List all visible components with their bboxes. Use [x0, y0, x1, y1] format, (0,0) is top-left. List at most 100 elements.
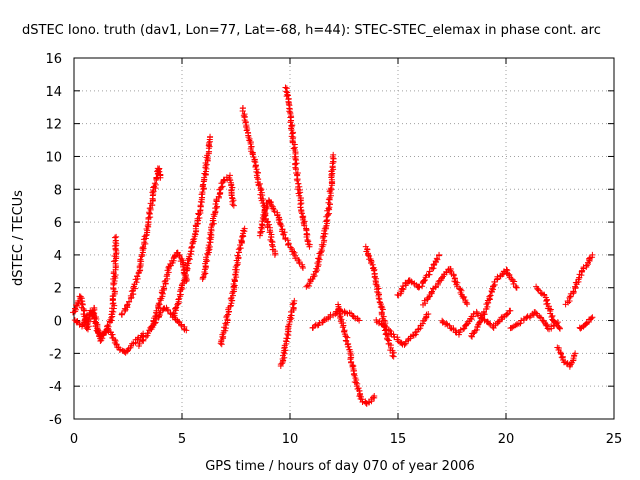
data-point-marker: [126, 298, 133, 305]
data-point-marker: [563, 360, 570, 367]
data-point-marker: [281, 345, 288, 352]
data-series: [554, 344, 579, 370]
data-point-marker: [422, 315, 429, 322]
x-tick-label: 5: [178, 432, 186, 447]
data-point-marker: [416, 283, 423, 290]
data-point-marker: [390, 353, 397, 360]
data-point-marker: [268, 202, 275, 209]
data-series: [576, 314, 596, 332]
data-point-marker: [269, 242, 276, 249]
data-point-marker: [139, 336, 146, 343]
data-point-marker: [199, 189, 206, 196]
data-point-marker: [554, 319, 561, 326]
data-point-marker: [572, 350, 579, 357]
data-point-marker: [188, 244, 195, 251]
data-point-marker: [479, 315, 486, 322]
data-point-marker: [173, 304, 180, 311]
data-point-marker: [183, 327, 190, 334]
data-point-marker: [557, 325, 563, 332]
data-point-marker: [379, 306, 386, 313]
data-point-marker: [133, 279, 140, 286]
data-point-marker: [271, 208, 278, 215]
data-point-marker: [278, 223, 285, 230]
data-point-marker: [200, 181, 207, 188]
data-point-marker: [375, 320, 382, 327]
data-point-marker: [205, 140, 212, 147]
data-point-marker: [299, 263, 306, 270]
data-point-marker: [325, 196, 332, 203]
data-point-marker: [532, 309, 539, 316]
data-point-marker: [311, 322, 318, 329]
data-point-marker: [294, 177, 301, 184]
data-point-marker: [134, 273, 141, 280]
data-point-marker: [371, 274, 378, 281]
data-point-marker: [104, 325, 111, 332]
data-point-marker: [212, 201, 219, 208]
data-point-marker: [170, 310, 177, 317]
data-point-marker: [370, 267, 377, 274]
data-point-marker: [280, 231, 287, 238]
data-point-marker: [325, 205, 332, 212]
data-point-marker: [375, 295, 382, 302]
data-point-marker: [239, 107, 246, 114]
data-point-marker: [196, 214, 203, 221]
y-tick-label: 8: [54, 183, 62, 198]
data-point-marker: [204, 155, 211, 162]
data-point-marker: [300, 216, 307, 223]
data-point-marker: [517, 320, 524, 327]
data-point-marker: [145, 330, 152, 337]
data-point-marker: [113, 233, 120, 240]
data-point-marker: [237, 245, 244, 252]
data-series: [148, 249, 190, 333]
data-point-marker: [421, 276, 428, 283]
data-point-marker: [387, 327, 394, 334]
data-point-marker: [142, 333, 149, 340]
data-point-marker: [227, 177, 234, 184]
data-point-marker: [428, 289, 435, 296]
data-point-marker: [484, 303, 491, 310]
data-point-marker: [443, 269, 450, 276]
data-point-marker: [303, 234, 310, 241]
data-point-marker: [238, 237, 245, 244]
data-point-marker: [290, 248, 297, 255]
data-point-marker: [84, 326, 91, 333]
data-point-marker: [589, 314, 596, 321]
data-series: [439, 307, 514, 338]
data-point-marker: [487, 292, 494, 299]
data-point-marker: [137, 256, 144, 263]
data-point-marker: [589, 251, 596, 258]
data-point-marker: [305, 241, 312, 248]
data-point-marker: [87, 307, 94, 314]
chart-title: dSTEC Iono. truth (dav1, Lon=77, Lat=-68…: [22, 23, 601, 38]
data-point-marker: [486, 293, 493, 300]
data-point-marker: [229, 201, 236, 208]
data-point-marker: [520, 315, 527, 322]
x-tick-label: 0: [70, 432, 78, 447]
data-point-marker: [314, 260, 321, 267]
data-point-marker: [187, 250, 194, 257]
data-point-marker: [189, 243, 196, 250]
data-point-marker: [207, 133, 214, 140]
data-point-marker: [401, 341, 408, 348]
data-series: [562, 251, 596, 308]
data-point-marker: [180, 277, 187, 284]
data-point-marker: [357, 395, 364, 402]
data-point-marker: [175, 296, 182, 303]
data-series: [135, 304, 190, 350]
data-point-marker: [286, 108, 293, 115]
data-point-marker: [317, 248, 324, 255]
data-point-marker: [365, 252, 372, 259]
data-point-marker: [259, 192, 266, 199]
data-point-marker: [420, 277, 427, 284]
data-point-marker: [297, 204, 304, 211]
data-point-marker: [296, 260, 303, 267]
x-axis-label: GPS time / hours of day 070 of year 2006: [205, 459, 475, 474]
data-point-marker: [447, 267, 454, 274]
data-series: [533, 283, 563, 332]
data-series: [468, 266, 520, 340]
data-point-marker: [475, 320, 482, 327]
data-point-marker: [327, 311, 334, 318]
data-point-marker: [353, 379, 360, 386]
data-point-marker: [463, 299, 470, 306]
data-point-marker: [543, 322, 550, 329]
